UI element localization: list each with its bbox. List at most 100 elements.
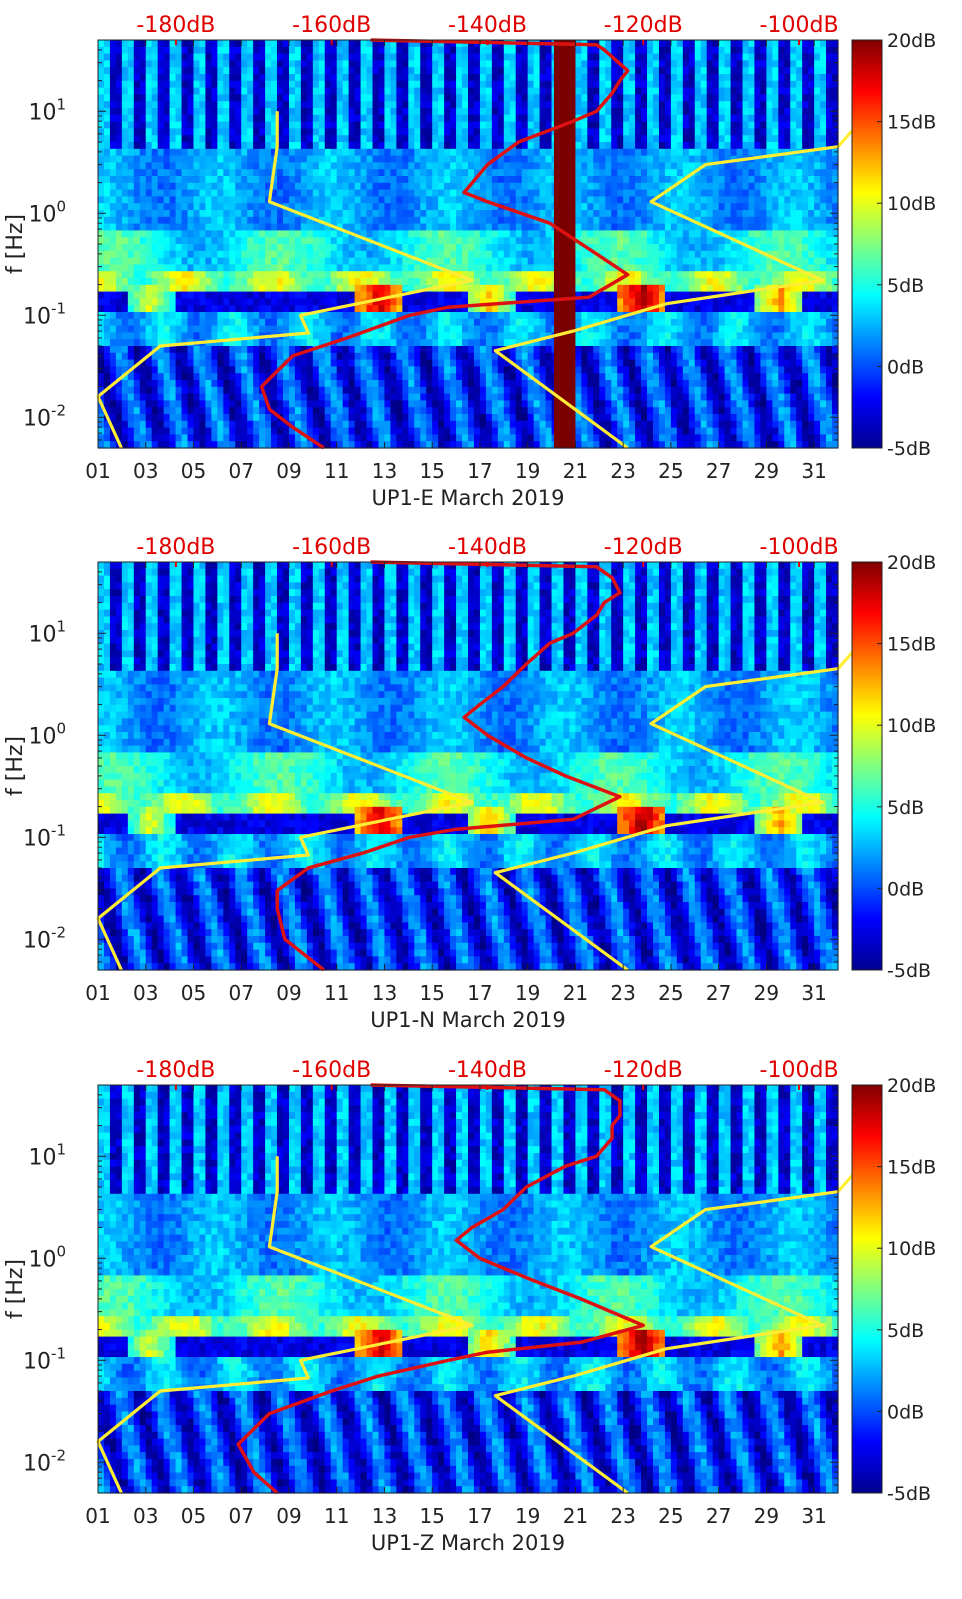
spectrogram-cell: [336, 101, 344, 109]
spectrogram-cell: [294, 169, 302, 177]
spectrogram-cell: [223, 101, 230, 109]
spectrogram-cell: [330, 434, 338, 442]
spectrogram-cell: [265, 60, 272, 68]
spectrogram-cell: [372, 121, 380, 129]
spectrogram-cell: [318, 271, 326, 279]
spectrogram-cell: [199, 101, 207, 109]
spectrogram-cell: [133, 67, 141, 75]
spectrogram-cell: [450, 380, 457, 388]
spectrogram-cell: [545, 223, 553, 231]
spectrogram-cell: [169, 305, 177, 313]
spectrogram-cell: [283, 427, 290, 435]
spectrogram-cell: [133, 230, 141, 238]
spectrogram-cell: [527, 393, 535, 401]
spectrogram-cell: [133, 244, 141, 252]
spectrogram-cell: [98, 244, 105, 252]
spectrogram-cell: [378, 155, 386, 163]
spectrogram-cell: [372, 373, 380, 381]
spectrogram-cell: [414, 196, 421, 204]
spectrogram-cell: [575, 393, 582, 401]
spectrogram-cell: [241, 271, 248, 279]
spectrogram-cell: [247, 312, 254, 320]
spectrogram-cell: [527, 407, 535, 415]
spectrogram-cell: [157, 114, 165, 123]
spectrogram-cell: [241, 189, 248, 197]
spectrogram-cell: [193, 67, 201, 75]
spectrogram-cell: [402, 352, 409, 361]
spectrogram-cell: [318, 148, 326, 157]
spectrogram-cell: [193, 434, 201, 442]
spectrogram-cell: [312, 352, 320, 361]
spectrogram-cell: [318, 359, 326, 367]
spectrogram-cell: [533, 284, 541, 293]
spectrogram-cell: [503, 169, 511, 177]
spectrogram-cell: [491, 318, 499, 327]
spectrogram-cell: [157, 67, 165, 75]
spectrogram-cell: [187, 60, 195, 68]
spectrogram-cell: [330, 250, 338, 259]
spectrogram-cell: [175, 155, 183, 163]
spectrogram-cell: [283, 250, 290, 259]
spectrogram-cell: [199, 210, 207, 218]
spectrogram-cell: [235, 53, 242, 61]
spectrogram-cell: [336, 434, 344, 442]
spectrogram-cell: [515, 230, 523, 238]
spectrogram-cell: [491, 128, 499, 136]
spectrogram-cell: [336, 182, 344, 191]
spectrogram-cell: [396, 332, 403, 340]
spectrogram-cell: [223, 339, 230, 347]
spectrogram-cell: [479, 148, 487, 157]
spectrogram-cell: [378, 148, 386, 157]
spectrogram-cell: [462, 434, 469, 442]
spectrogram-cell: [277, 427, 284, 435]
spectrogram-cell: [533, 121, 541, 129]
spectrogram-cell: [247, 53, 254, 61]
spectrogram-cell: [473, 366, 481, 374]
spectrogram-cell: [223, 80, 230, 89]
spectrogram-cell: [473, 142, 481, 150]
spectrogram-cell: [175, 46, 183, 55]
spectrogram-cell: [306, 108, 314, 116]
spectrogram-cell: [462, 441, 469, 449]
spectrogram-cell: [497, 176, 505, 184]
spectrogram-cell: [98, 298, 105, 306]
spectrogram-cell: [103, 380, 111, 388]
spectrogram-cell: [277, 155, 284, 163]
spectrogram-cell: [127, 114, 135, 123]
spectrogram-cell: [509, 414, 517, 422]
spectrogram-cell: [271, 196, 278, 204]
spectrogram-cell: [241, 380, 248, 388]
spectrogram-cell: [462, 325, 469, 333]
spectrogram-cell: [241, 250, 248, 259]
spectrogram-cell: [277, 114, 284, 123]
spectrogram-cell: [187, 407, 195, 415]
spectrogram-cell: [271, 420, 278, 429]
spectrogram-cell: [288, 67, 296, 75]
spectrogram-cell: [366, 162, 374, 170]
spectrogram-cell: [300, 189, 308, 197]
spectrogram-cell: [187, 366, 195, 374]
spectrogram-cell: [98, 393, 105, 401]
spectrogram-cell: [288, 420, 296, 429]
spectrogram-cell: [163, 298, 171, 306]
spectrogram-cell: [247, 216, 254, 225]
spectrogram-cell: [593, 53, 600, 61]
spectrogram-cell: [587, 332, 594, 340]
spectrogram-cell: [241, 142, 248, 150]
spectrogram-cell: [294, 441, 302, 449]
spectrogram-cell: [402, 305, 409, 313]
spectrogram-cell: [187, 352, 195, 361]
spectrogram-cell: [497, 135, 505, 143]
spectrogram-cell: [306, 135, 314, 143]
spectrogram-cell: [438, 148, 445, 157]
spectrogram-cell: [450, 108, 457, 116]
spectrogram-cell: [139, 40, 147, 48]
spectrogram-cell: [408, 40, 415, 48]
spectrogram-cell: [205, 346, 212, 354]
spectrogram-cell: [438, 94, 445, 102]
spectrogram-cell: [259, 176, 266, 184]
spectrogram-cell: [336, 210, 344, 218]
spectrogram-cell: [247, 87, 254, 95]
spectrogram-cell: [456, 203, 463, 211]
